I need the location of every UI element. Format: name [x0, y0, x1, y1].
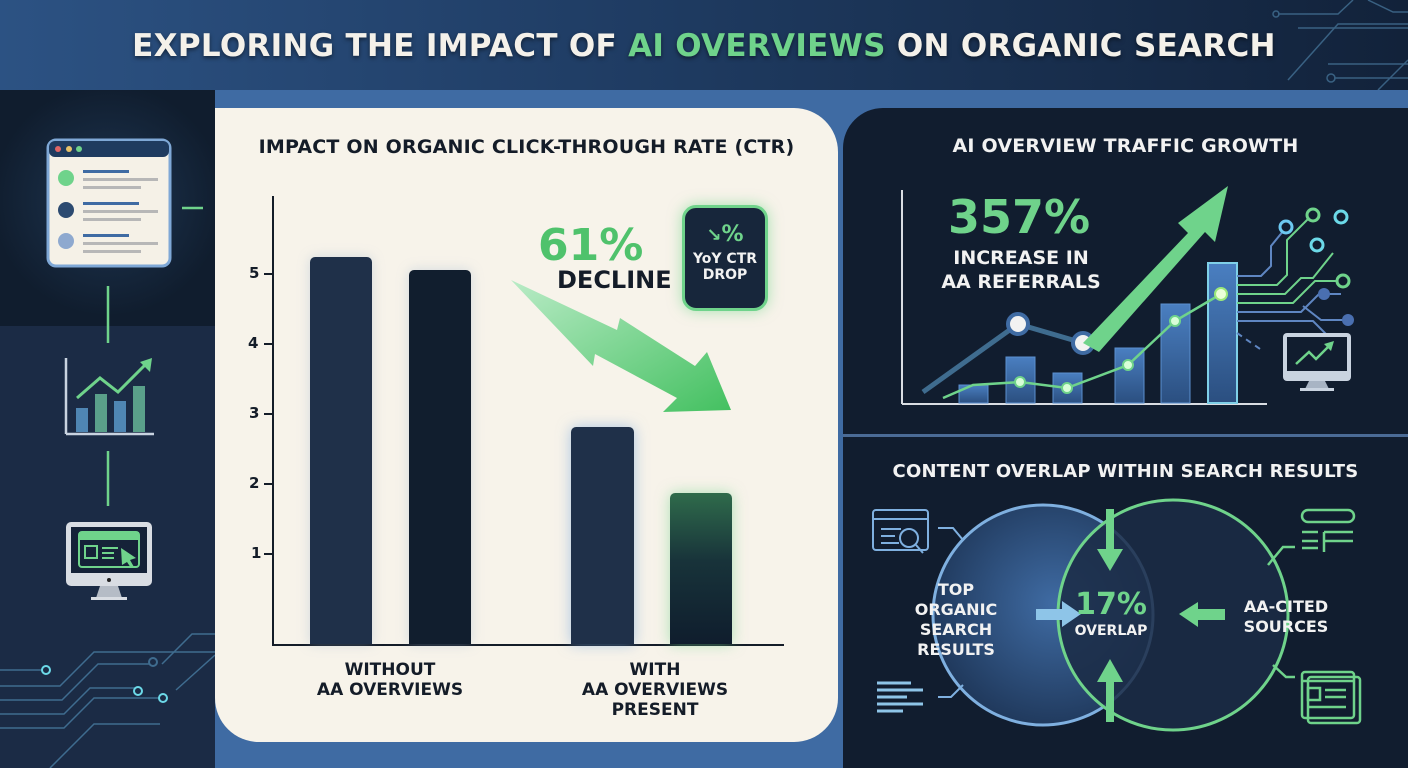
- web-page-icon: [1272, 664, 1362, 725]
- y-tick: [264, 343, 272, 345]
- y-tick: [264, 483, 272, 485]
- callout-line1: YoY CTR: [692, 251, 758, 267]
- yoy-ctr-drop-callout: ↘% YoY CTR DROP: [682, 205, 768, 311]
- y-tick-label: 5: [249, 264, 260, 282]
- left-panel-graphics: [0, 138, 215, 768]
- content-overlap-title: CONTENT OVERLAP WITHIN SEARCH RESULTS: [892, 461, 1359, 482]
- content-overlap-panel: CONTENT OVERLAP WITHIN SEARCH RESULTS: [843, 437, 1408, 768]
- traffic-growth-panel: AI OVERVIEW TRAFFIC GROWTH: [843, 108, 1408, 434]
- text-lines-icon: [877, 681, 923, 713]
- x-group-label-with: WITH AA OVERVIEWS PRESENT: [581, 660, 729, 720]
- y-axis: [272, 196, 274, 646]
- growth-chart-icon: [64, 358, 154, 436]
- header-banner: EXPLORING THE IMPACT OF AI OVERVIEWS ON …: [0, 0, 1408, 90]
- arrow-up-icon: [1097, 659, 1123, 682]
- x-group-label-without: WITHOUT AA OVERVIEWS: [316, 660, 464, 700]
- decline-arrow-icon: [511, 280, 731, 412]
- overlap-percent: 17%: [1075, 587, 1147, 622]
- circuit-node-icon: [148, 657, 158, 667]
- trend-down-percent-icon: ↘%: [706, 222, 744, 247]
- monitor-chart-icon: [1283, 333, 1351, 391]
- decline-percent: 61%: [538, 220, 644, 271]
- venn-diagram: [872, 498, 1362, 732]
- left-icon-panel: [0, 90, 215, 768]
- page-title: EXPLORING THE IMPACT OF AI OVERVIEWS ON …: [0, 28, 1408, 64]
- growth-bar: [1114, 347, 1145, 404]
- traffic-growth-title: AI OVERVIEW TRAFFIC GROWTH: [952, 135, 1299, 157]
- callout-line2: DROP: [702, 267, 748, 283]
- y-tick-label: 4: [248, 334, 259, 352]
- y-tick-label: 2: [249, 474, 260, 492]
- arrow-right-icon: [1036, 601, 1081, 627]
- decline-label: DECLINE: [557, 266, 672, 294]
- title-prefix: EXPLORING THE IMPACT OF: [132, 28, 629, 64]
- circuit-decoration-icon: [0, 633, 215, 768]
- ai-text-icon: [1267, 508, 1356, 566]
- traffic-growth-chart: [901, 186, 1354, 405]
- circuit-node-icon: [41, 665, 51, 675]
- ctr-chart-card: IMPACT ON ORGANIC CLICK-THROUGH RATE (CT…: [215, 108, 838, 742]
- y-tick: [264, 413, 272, 415]
- x-axis: [272, 644, 784, 646]
- circuit-node-icon: [133, 686, 143, 696]
- search-results-window-icon: [46, 138, 172, 268]
- growth-arrow-icon: [1083, 186, 1228, 352]
- ai-cited-sources-label: AA-CITED SOURCES: [1243, 597, 1329, 636]
- growth-bar: [1207, 262, 1238, 404]
- circuit-decoration-icon: [1272, 0, 1408, 90]
- arrow-down-icon: [1097, 549, 1123, 571]
- bar-with-b: [670, 493, 732, 644]
- bar-without-a: [310, 257, 372, 644]
- circuit-node-icon: [158, 693, 168, 703]
- y-tick-label: 1: [251, 544, 262, 562]
- y-tick-label: 3: [249, 404, 260, 422]
- organic-results-label: TOP ORGANIC SEARCH RESULTS: [914, 580, 998, 659]
- title-suffix: ON ORGANIC SEARCH: [885, 28, 1276, 64]
- bar-without-b: [409, 270, 471, 644]
- y-tick: [264, 273, 272, 275]
- title-accent: AI OVERVIEWS: [628, 28, 886, 64]
- y-tick: [264, 553, 272, 555]
- search-document-icon: [872, 509, 964, 554]
- bar-with-a: [571, 427, 634, 644]
- ctr-chart-title: IMPACT ON ORGANIC CLICK-THROUGH RATE (CT…: [258, 136, 795, 158]
- growth-bar: [958, 384, 989, 404]
- panel-divider: [843, 434, 1408, 437]
- arrow-left-icon: [1179, 602, 1225, 627]
- circuit-decoration-icon: [1236, 213, 1345, 352]
- growth-percent: 357%: [948, 190, 1091, 244]
- overlap-label: OVERLAP: [1074, 623, 1148, 639]
- monitor-click-icon: [66, 522, 152, 600]
- growth-label: INCREASE IN AA REFERRALS: [941, 247, 1101, 293]
